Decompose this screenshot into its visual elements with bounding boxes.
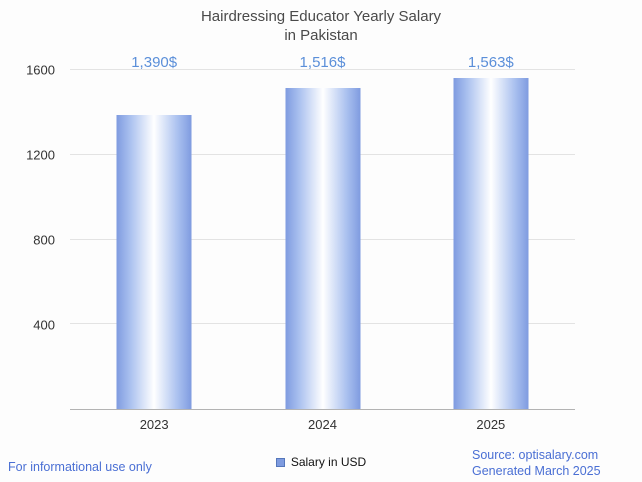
chart-title: Hairdressing Educator Yearly Salary in P… — [0, 7, 642, 45]
plot-area — [70, 69, 575, 410]
legend-swatch — [275, 457, 285, 467]
chart-title-line2: in Pakistan — [284, 27, 358, 44]
chart-title-line1: Hairdressing Educator Yearly Salary — [200, 8, 442, 25]
source-link[interactable]: Source: optisalary.com — [472, 448, 599, 462]
bar-value-label: 1,563$ — [467, 54, 514, 71]
bar-value-label: 1,390$ — [131, 54, 178, 71]
y-axis: 400 800 1200 1600 — [0, 63, 62, 410]
bar-value-label: 1,516$ — [299, 54, 346, 71]
disclaimer-text: For informational use only — [8, 460, 152, 474]
x-tick-label: 2025 — [476, 417, 506, 432]
y-tick-label: 400 — [33, 317, 55, 333]
y-tick-label: 1600 — [26, 62, 55, 78]
x-tick-label: 2024 — [308, 417, 337, 432]
bar-2023 — [116, 114, 192, 409]
y-tick-label: 800 — [33, 232, 55, 248]
value-labels: 1,390$ 1,516$ 1,563$ — [70, 54, 575, 74]
gridline — [70, 69, 575, 70]
bar-2024 — [285, 87, 360, 409]
source-block: Source: optisalary.com Generated March 2… — [472, 447, 601, 479]
x-tick-label: 2023 — [139, 417, 169, 432]
legend-label: Salary in USD — [290, 455, 367, 469]
y-tick-label: 1200 — [26, 147, 55, 163]
legend: Salary in USD — [0, 455, 642, 469]
x-axis: 2023 2024 2025 — [70, 417, 575, 435]
generated-date: Generated March 2025 — [472, 464, 601, 478]
bar-2025 — [453, 77, 529, 409]
